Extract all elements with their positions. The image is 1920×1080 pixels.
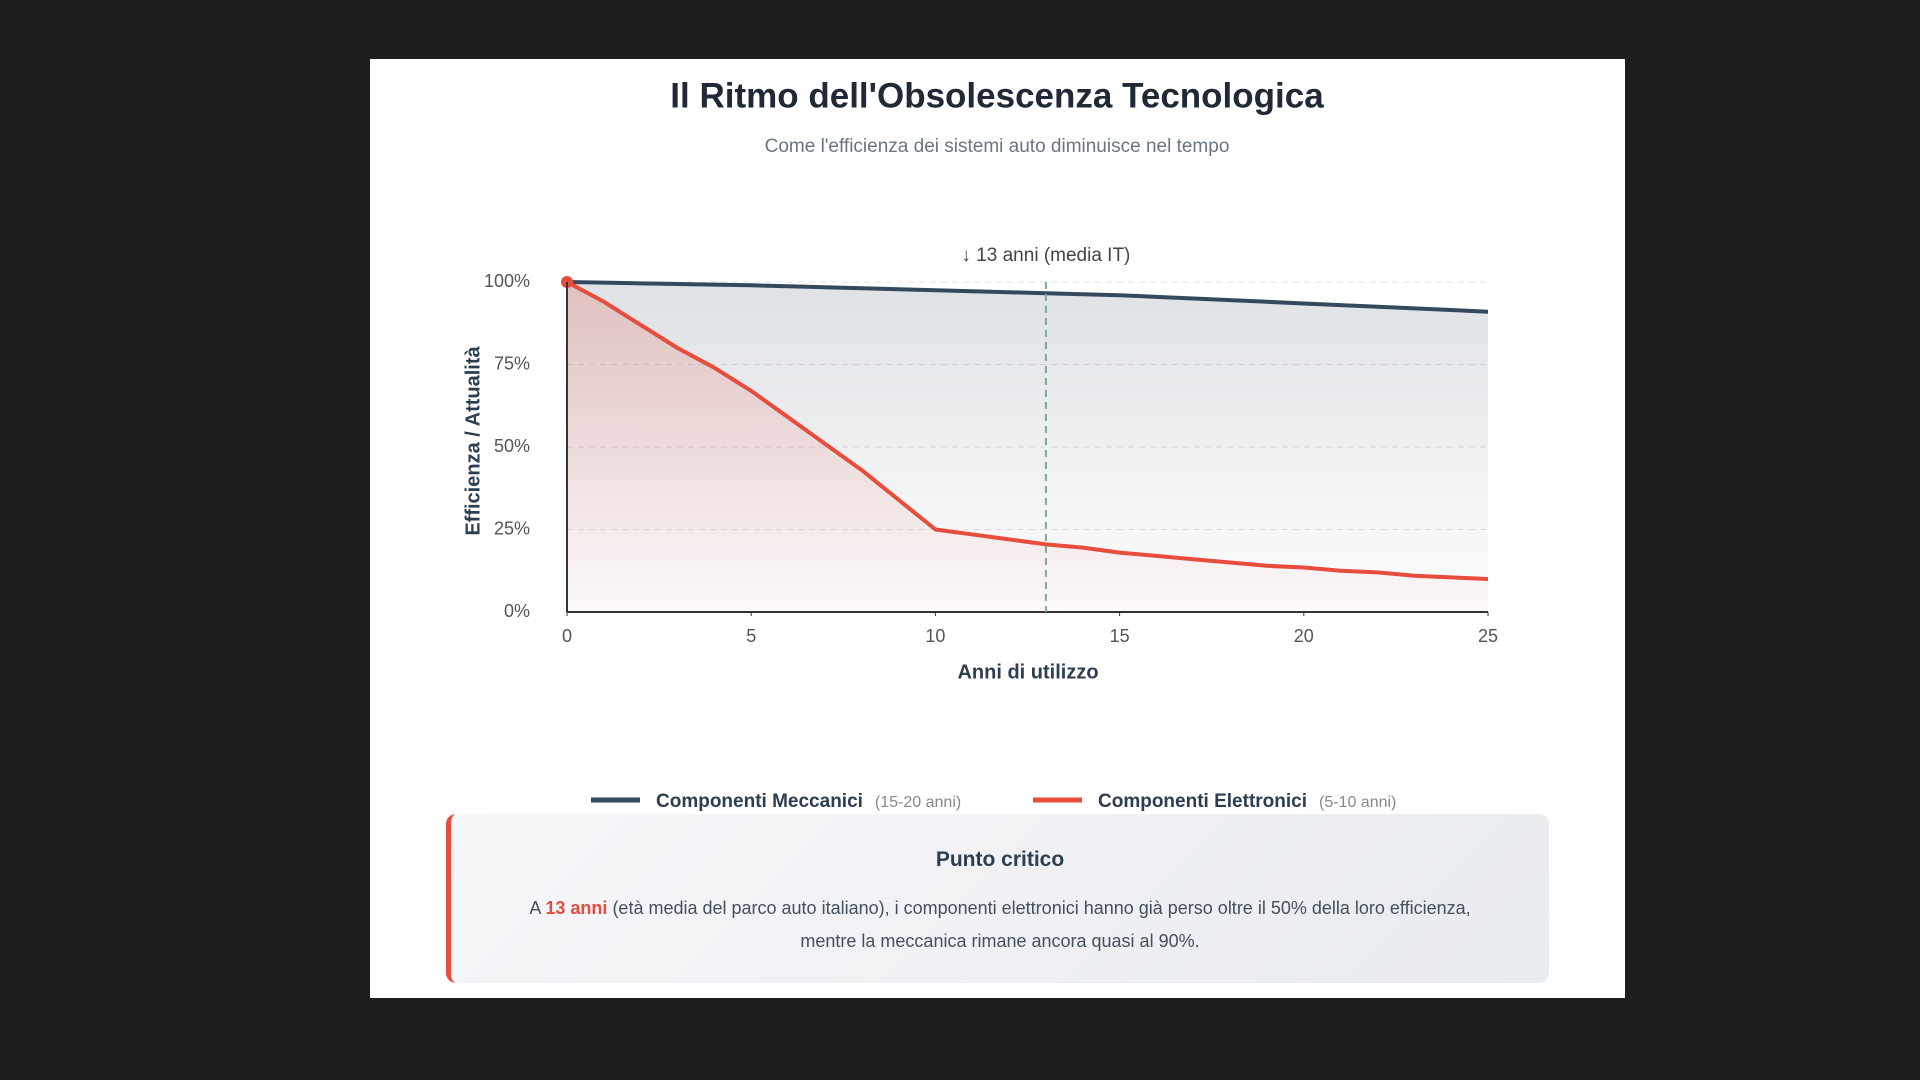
chart-title: Il Ritmo dell'Obsolescenza Tecnologica (670, 76, 1324, 115)
x-tick-label: 0 (562, 626, 572, 646)
legend-note: (5-10 anni) (1319, 794, 1396, 811)
annotation-label: ↓ 13 anni (media IT) (961, 245, 1130, 266)
x-axis-label: Anni di utilizzo (957, 661, 1098, 683)
series-area (567, 282, 1488, 612)
legend-label: Componenti Elettronici (1098, 791, 1307, 812)
callout-text-end: (età media del parco auto italiano), i c… (612, 898, 1471, 951)
series-line (566, 280, 1489, 581)
y-axis-label: Efficienza / Attualità (462, 345, 484, 535)
callout-title: Punto critico (935, 848, 1065, 871)
x-tick-label: 25 (1478, 626, 1498, 646)
series-line (566, 280, 1489, 314)
callout-text: A 13 anni (età media del parco auto ital… (505, 892, 1495, 958)
legend-label: Componenti Meccanici (656, 791, 863, 812)
chart-subtitle: Come l'efficienza dei sistemi auto dimin… (765, 136, 1230, 157)
x-tick-label: 10 (925, 626, 945, 646)
callout-text-start: A (529, 898, 541, 918)
x-tick-label: 15 (1110, 626, 1130, 646)
legend-note: (15-20 anni) (875, 794, 961, 811)
y-tick-label: 25% (494, 518, 530, 538)
callout-highlight: 13 anni (545, 898, 608, 918)
y-tick-label: 50% (494, 436, 530, 456)
y-tick-label: 75% (494, 353, 530, 373)
y-tick-label: 100% (484, 271, 530, 291)
x-tick-label: 20 (1294, 626, 1314, 646)
callout: Punto critico A 13 anni (età media del p… (446, 814, 1549, 983)
x-tick-label: 5 (746, 626, 756, 646)
y-tick-label: 0% (504, 601, 530, 621)
